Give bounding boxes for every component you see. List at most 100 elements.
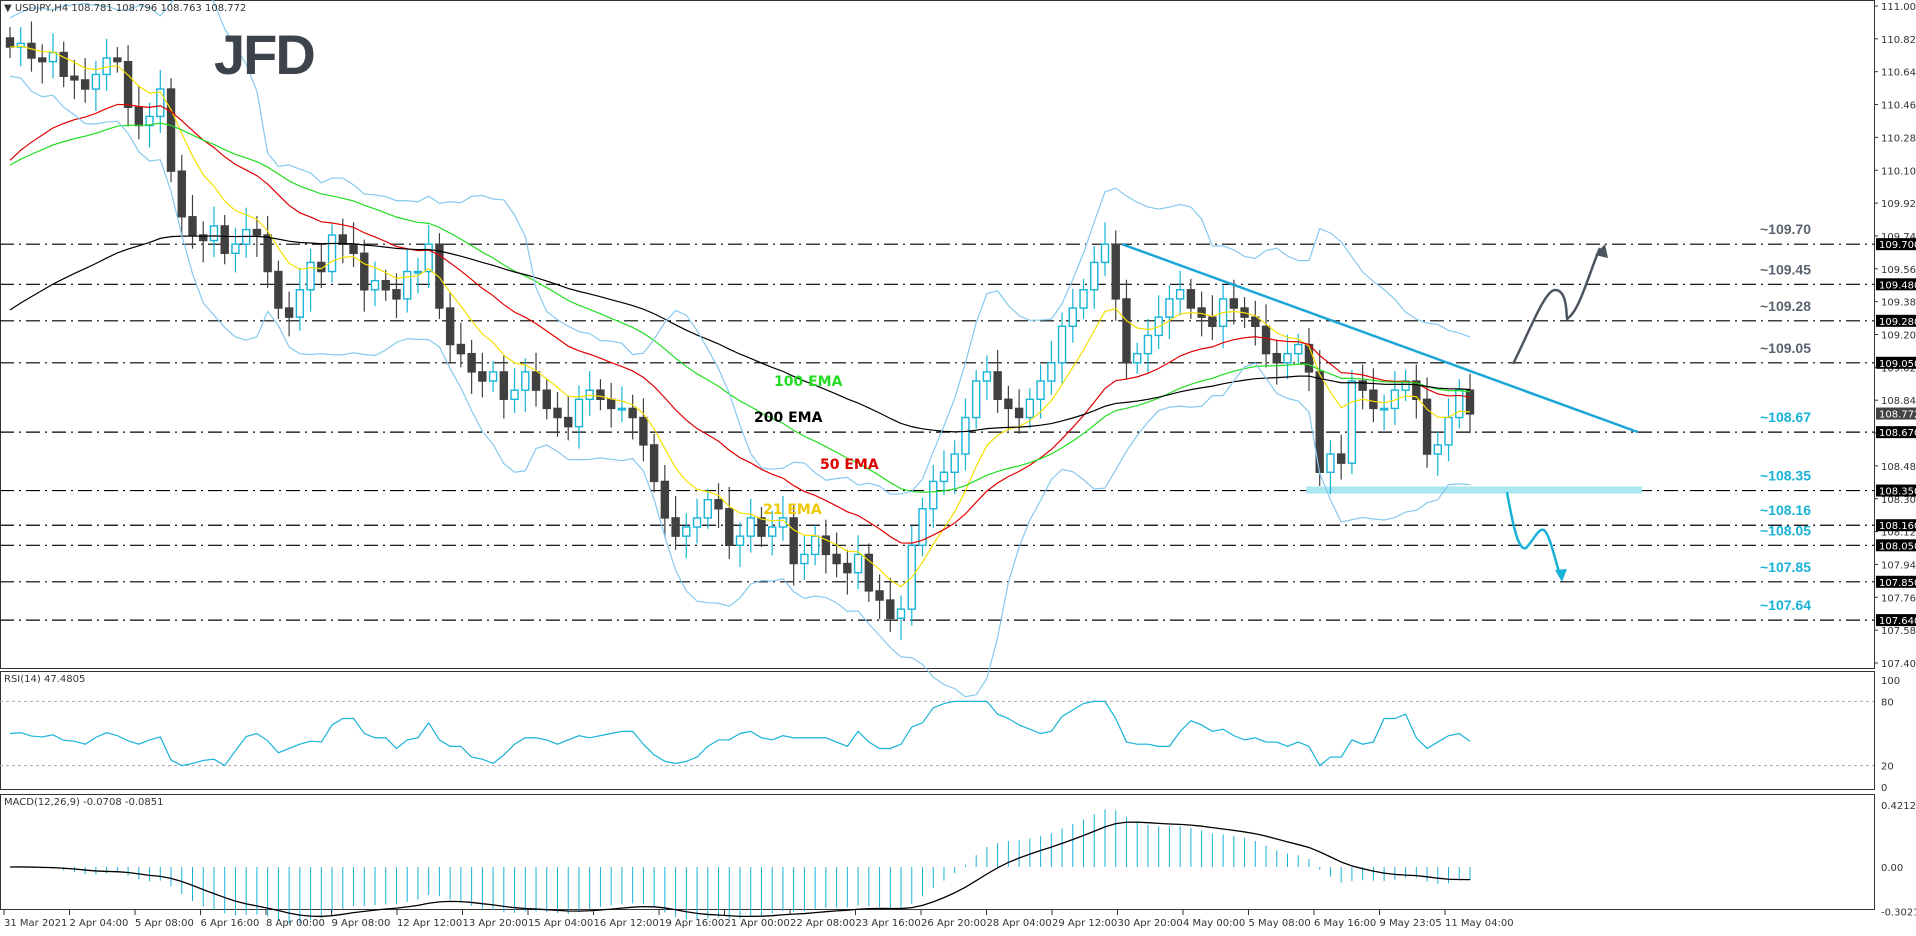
time-tick-label: 22 Apr 08:00 bbox=[790, 918, 855, 929]
bear-candle bbox=[456, 343, 466, 355]
price-tick-label: 110.285 bbox=[1881, 133, 1916, 144]
dropdown-triangle-icon[interactable]: ▼ bbox=[4, 3, 12, 14]
bull-candle bbox=[295, 289, 305, 318]
price-tick-label: 109.745 bbox=[1881, 232, 1916, 243]
bear-candle bbox=[199, 234, 208, 242]
level-price-tag bbox=[1876, 238, 1916, 251]
bear-candle bbox=[1197, 307, 1206, 318]
bull-candle bbox=[1036, 380, 1045, 400]
bull-candle bbox=[810, 535, 820, 556]
price-tick-label: 110.825 bbox=[1881, 35, 1916, 46]
bear-candle bbox=[284, 307, 294, 318]
level-price-tag bbox=[1876, 575, 1916, 588]
bull-candle bbox=[746, 517, 755, 537]
level-annotation: ~107.85 bbox=[1760, 559, 1811, 575]
time-tick-label: 19 Apr 16:00 bbox=[659, 918, 724, 929]
bull-candle bbox=[370, 279, 380, 291]
bear-candle bbox=[886, 599, 895, 619]
bear-candle bbox=[671, 517, 680, 537]
time-tick-label: 31 Mar 2021 bbox=[4, 918, 67, 929]
bear-candle bbox=[27, 42, 36, 59]
bull-candle bbox=[145, 115, 154, 127]
bear-candle bbox=[606, 398, 616, 410]
bull-candle bbox=[929, 480, 938, 510]
main-pane-frame bbox=[0, 0, 1875, 669]
arrow-head-icon bbox=[1595, 244, 1608, 258]
bear-candle bbox=[843, 562, 852, 574]
bear-candle bbox=[628, 407, 637, 419]
time-tick-label: 4 May 00:00 bbox=[1183, 918, 1245, 929]
time-tick-label: 28 Apr 04:00 bbox=[987, 918, 1052, 929]
time-tick-label: 2 Apr 04:00 bbox=[70, 918, 129, 929]
ema200-line bbox=[9, 235, 1471, 433]
macd-label: MACD(12,26,9) -0.0708 -0.0851 bbox=[4, 797, 164, 808]
bull-candle bbox=[1100, 243, 1110, 264]
bear-candle bbox=[1465, 389, 1475, 415]
time-tick-label: 5 May 08:00 bbox=[1249, 918, 1311, 929]
bull-candle bbox=[1025, 398, 1035, 419]
bear-candle bbox=[392, 289, 401, 300]
bear-candle bbox=[360, 252, 369, 291]
bear-candle bbox=[649, 444, 659, 483]
bull-candle bbox=[617, 407, 627, 411]
bullish-scenario-arrow bbox=[1511, 247, 1602, 365]
bear-candle bbox=[596, 389, 605, 400]
bull-candle bbox=[413, 270, 423, 274]
bull-candle bbox=[1165, 298, 1174, 318]
time-tick-label: 16 Apr 12:00 bbox=[594, 918, 659, 929]
level-annotation: ~109.45 bbox=[1760, 261, 1811, 277]
time-tick-label: 26 Apr 20:00 bbox=[921, 918, 986, 929]
level-price-tag-text: 109.050 bbox=[1879, 359, 1916, 370]
level-price-tag-text: 109.480 bbox=[1879, 280, 1916, 291]
bear-candle bbox=[542, 389, 551, 410]
macd-tick-label: 0.00 bbox=[1881, 863, 1903, 874]
chart-header: ▼ USDJPY,H4 108.781 108.796 108.763 108.… bbox=[4, 3, 246, 14]
macd-signal-line bbox=[9, 821, 1471, 918]
time-tick-label: 6 Apr 16:00 bbox=[201, 918, 260, 929]
rsi-pane-frame bbox=[0, 671, 1875, 790]
price-tick-label: 109.385 bbox=[1881, 298, 1916, 309]
time-tick-label: 29 Apr 12:00 bbox=[1052, 918, 1117, 929]
bull-candle bbox=[231, 243, 240, 254]
level-price-tag bbox=[1876, 314, 1916, 327]
bull-candle bbox=[91, 73, 101, 90]
bear-candle bbox=[349, 243, 358, 254]
arrow-head-icon bbox=[1555, 569, 1567, 582]
bull-candle bbox=[1068, 307, 1077, 327]
level-annotation: ~109.70 bbox=[1760, 221, 1811, 237]
level-annotation: ~108.16 bbox=[1760, 502, 1811, 518]
price-tick-label: 107.765 bbox=[1881, 593, 1916, 604]
bull-candle bbox=[306, 261, 315, 291]
jfd-logo: JFD bbox=[214, 23, 316, 86]
bear-candle bbox=[123, 60, 133, 108]
bull-candle bbox=[424, 243, 433, 273]
time-tick-label: 15 Apr 04:00 bbox=[528, 918, 593, 929]
bull-candle bbox=[156, 88, 165, 118]
bear-candle bbox=[499, 371, 509, 400]
level-price-tag-text: 107.640 bbox=[1879, 616, 1916, 627]
bear-candle bbox=[553, 407, 562, 419]
time-tick-label: 8 Apr 00:00 bbox=[266, 918, 325, 929]
level-price-tag bbox=[1876, 356, 1916, 369]
bear-candle bbox=[832, 553, 841, 565]
price-tick-label: 110.105 bbox=[1881, 166, 1916, 177]
bear-candle bbox=[1358, 380, 1367, 391]
symbol-label: USDJPY,H4 bbox=[14, 3, 69, 14]
bear-candle bbox=[1122, 298, 1131, 364]
bear-candle bbox=[188, 216, 197, 236]
current-price-tag bbox=[1876, 407, 1916, 420]
ema21-label: 21 EMA bbox=[763, 502, 822, 518]
bull-candle bbox=[1133, 352, 1142, 364]
bear-candle bbox=[274, 270, 283, 309]
bull-candle bbox=[574, 398, 584, 428]
bear-candle bbox=[220, 225, 229, 254]
bear-candle bbox=[467, 352, 476, 373]
bear-candle bbox=[1272, 352, 1281, 364]
bull-candle bbox=[16, 42, 25, 48]
bull-candle bbox=[1326, 453, 1335, 473]
bull-candle bbox=[1047, 362, 1056, 382]
bear-candle bbox=[1336, 453, 1346, 464]
bull-candle bbox=[1379, 407, 1389, 411]
level-price-tag-text: 107.850 bbox=[1879, 578, 1916, 589]
